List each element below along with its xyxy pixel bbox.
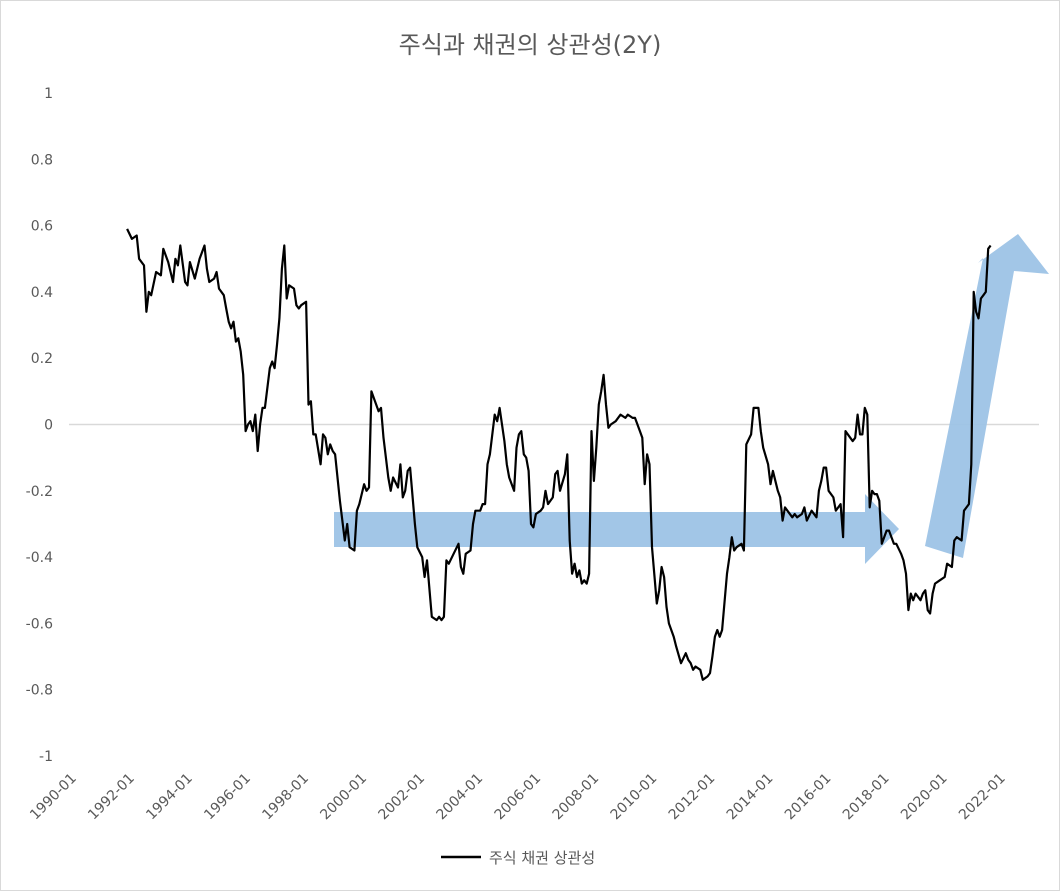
y-axis-tick-labels: 1 0.8 0.6 0.4 0.2 0 -0.2 -0.4 -0.6 -0.8 -1 <box>26 86 53 765</box>
x-tick-label: 2002-01 <box>375 771 428 824</box>
x-tick-label: 2000-01 <box>317 771 370 824</box>
x-tick-label: 1994-01 <box>143 771 196 824</box>
x-tick-label: 2008-01 <box>550 771 603 824</box>
x-tick-label: 2012-01 <box>666 771 719 824</box>
x-tick-label: 1990-01 <box>27 771 80 824</box>
trend-arrows <box>334 234 1049 564</box>
y-tick-label: -0.6 <box>26 616 53 632</box>
x-tick-label: 2004-01 <box>434 771 487 824</box>
y-tick-label: 0.6 <box>31 219 53 235</box>
y-tick-label: 0.8 <box>31 152 53 168</box>
x-tick-label: 2016-01 <box>782 771 835 824</box>
x-tick-label: 2014-01 <box>724 771 777 824</box>
y-tick-label: 0.2 <box>31 351 53 367</box>
x-tick-label: 2018-01 <box>840 771 893 824</box>
series-line <box>126 228 992 681</box>
y-tick-label: -0.4 <box>26 550 53 566</box>
y-tick-label: -0.2 <box>26 484 53 500</box>
x-axis-tick-labels: 1990-01 1992-01 1994-01 1996-01 1998-01 2000-… <box>27 771 1009 824</box>
x-tick-label: 2020-01 <box>898 771 951 824</box>
chart-title: 주식과 채권의 상관성(2Y) <box>399 31 662 59</box>
x-tick-label: 1996-01 <box>201 771 254 824</box>
x-tick-label: 2010-01 <box>608 771 661 824</box>
x-tick-label: 1992-01 <box>85 771 138 824</box>
y-tick-label: -1 <box>39 749 53 765</box>
y-tick-label: 0 <box>44 418 53 434</box>
x-tick-label: 2022-01 <box>956 771 1009 824</box>
y-tick-label: 1 <box>44 86 53 102</box>
y-tick-label: 0.4 <box>31 285 53 301</box>
flat-trend-arrow <box>334 494 899 564</box>
x-tick-label: 1998-01 <box>259 771 312 824</box>
legend: 주식 채권 상관성 <box>441 849 595 867</box>
legend-label: 주식 채권 상관성 <box>489 849 595 867</box>
rising-trend-arrow <box>925 234 1049 558</box>
y-tick-label: -0.8 <box>26 683 53 699</box>
x-tick-label: 2006-01 <box>492 771 545 824</box>
